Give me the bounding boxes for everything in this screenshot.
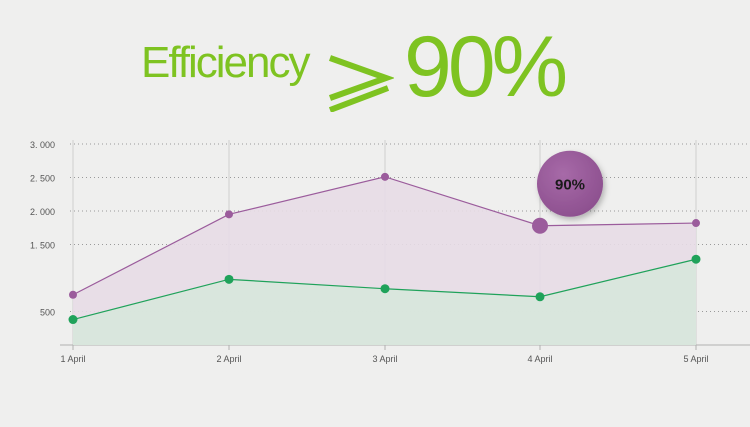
y-tick-label: 1. 500 xyxy=(30,241,55,251)
y-tick-label: 3. 000 xyxy=(30,140,55,150)
data-point xyxy=(380,284,390,294)
x-tick-label: 2 April xyxy=(216,354,241,364)
data-point xyxy=(692,219,700,228)
x-tick-label: 5 April xyxy=(683,354,708,364)
annotation-bubble xyxy=(537,150,603,217)
data-point xyxy=(691,254,701,264)
annotation-label: 90% xyxy=(555,177,585,194)
data-point xyxy=(68,315,78,325)
x-tick-label: 4 April xyxy=(527,354,552,364)
data-point xyxy=(225,210,233,219)
series-points xyxy=(68,172,701,325)
y-tick-label: 2. 500 xyxy=(30,174,55,184)
axis-labels: 500 1. 500 2. 000 2. 500 3. 000 1 April 2 Apri… xyxy=(30,140,709,364)
data-point xyxy=(381,172,389,181)
headline-word: Efficiency xyxy=(141,38,310,87)
headline-value: 90% xyxy=(404,19,568,115)
series-areas xyxy=(73,176,696,345)
data-point xyxy=(69,290,77,299)
y-tick-label: 500 xyxy=(40,308,55,318)
headline: Efficiency 90% xyxy=(0,22,750,112)
data-point xyxy=(224,274,234,284)
annotation: 90% xyxy=(537,150,603,217)
x-tick-label: 1 April xyxy=(60,354,85,364)
greater-or-equal-icon xyxy=(328,55,394,112)
x-tick-label: 3 April xyxy=(372,354,397,364)
y-tick-label: 2. 000 xyxy=(30,207,55,217)
data-point xyxy=(535,292,545,302)
data-point xyxy=(532,217,548,234)
